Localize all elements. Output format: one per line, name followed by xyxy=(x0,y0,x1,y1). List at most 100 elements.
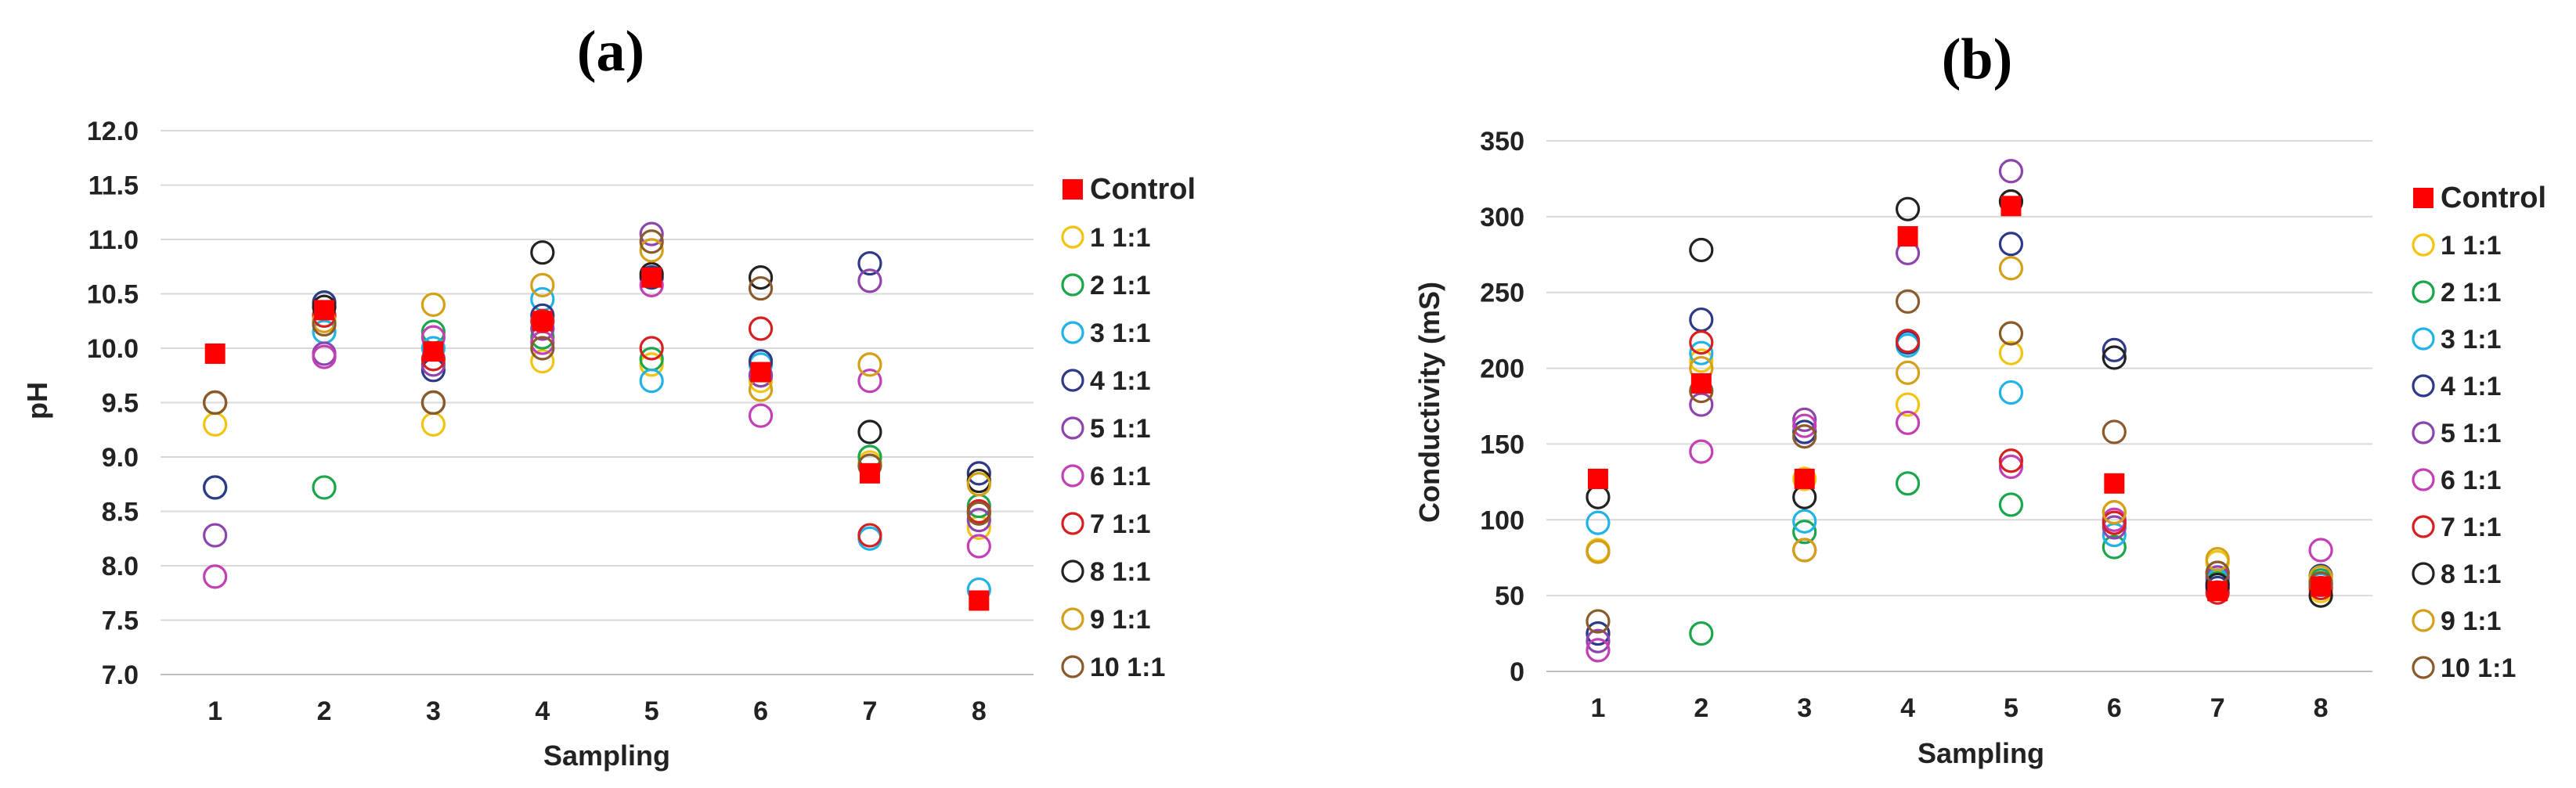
data-point xyxy=(1586,621,1611,646)
y-tick-label: 150 xyxy=(1480,430,1524,459)
legend-marker xyxy=(2412,280,2435,304)
legend-label: 5 1:1 xyxy=(1090,414,1151,444)
data-point xyxy=(2102,337,2127,362)
data-point xyxy=(1587,468,1608,489)
data-point xyxy=(314,300,335,321)
data-point xyxy=(203,412,228,437)
data-point xyxy=(1792,520,1817,545)
x-tick-label: 3 xyxy=(426,696,441,726)
data-point xyxy=(1998,448,2024,473)
legend-entry: Control xyxy=(2413,182,2546,214)
data-point xyxy=(204,343,225,364)
data-point xyxy=(639,336,664,361)
panel-a-label: (a) xyxy=(577,20,644,84)
data-point xyxy=(1897,226,1918,247)
data-point xyxy=(1998,340,2024,365)
y-tick-label: 9.5 xyxy=(102,389,139,419)
data-point xyxy=(1586,628,1611,653)
legend-entry: 3 1:1 xyxy=(2412,325,2502,354)
legend-label: 2 1:1 xyxy=(2441,278,2502,308)
legend-label: 7 1:1 xyxy=(1090,509,1151,539)
legend-label: 3 1:1 xyxy=(1090,318,1151,348)
legend-entry: 10 1:1 xyxy=(2412,653,2516,683)
data-point xyxy=(1998,159,2024,184)
legend-marker xyxy=(1061,607,1084,631)
data-point xyxy=(966,508,991,533)
panel-b-y-axis-label: Conductivity (mS) xyxy=(1413,282,1445,523)
data-point xyxy=(2207,581,2228,602)
data-point xyxy=(1689,392,1714,417)
data-point xyxy=(203,523,228,548)
legend-marker xyxy=(1061,416,1084,440)
panel-a-x-axis-label: Sampling xyxy=(543,739,670,772)
data-point xyxy=(530,349,555,374)
data-point xyxy=(312,344,337,369)
y-tick-label: 0 xyxy=(1510,657,1524,687)
panel-a-gridlines xyxy=(161,130,1034,675)
data-point xyxy=(2102,499,2127,525)
legend-entry: 4 1:1 xyxy=(1061,366,1151,396)
data-point xyxy=(748,275,774,301)
data-point xyxy=(312,475,337,500)
y-tick-label: 200 xyxy=(1480,354,1524,384)
data-point xyxy=(530,308,555,333)
data-point xyxy=(1792,538,1817,563)
data-point xyxy=(639,229,664,254)
panel-a-y-axis-label: pH xyxy=(21,382,53,419)
data-point xyxy=(857,369,882,394)
data-point xyxy=(1895,471,1921,496)
data-point xyxy=(859,462,880,484)
legend-marker xyxy=(1061,273,1084,297)
x-tick-label: 4 xyxy=(535,696,550,726)
data-point xyxy=(641,267,662,288)
x-tick-label: 1 xyxy=(207,696,222,726)
legend-label: 9 1:1 xyxy=(1090,605,1151,635)
data-point xyxy=(1792,413,1817,438)
legend-entry: Control xyxy=(1063,173,1196,206)
x-tick-label: 3 xyxy=(1797,693,1812,723)
panel-b-x-tick-labels: 1 2 3 4 5 6 7 8 xyxy=(1590,693,2328,723)
data-point xyxy=(2102,345,2127,370)
x-tick-label: 4 xyxy=(1900,693,1915,723)
legend-entry: 6 1:1 xyxy=(1061,462,1151,491)
data-point xyxy=(530,272,555,297)
legend-label: Control xyxy=(1090,173,1196,206)
legend-label: 6 1:1 xyxy=(1090,462,1151,491)
data-point xyxy=(2001,196,2022,217)
panel-a-data-points xyxy=(203,221,991,611)
y-tick-label: 10.5 xyxy=(87,280,139,310)
y-tick-label: 50 xyxy=(1495,581,1524,611)
data-point xyxy=(857,352,882,377)
y-tick-label: 8.0 xyxy=(102,552,139,581)
data-point xyxy=(1689,340,1714,365)
legend-label: 5 1:1 xyxy=(2441,419,2502,448)
data-point xyxy=(857,268,882,293)
panel-a-legend: Control 1 1:1 2 1:1 3 1:1 4 1:1 5 1:1 6 1:1 7 1… xyxy=(1061,173,1196,682)
legend-entry: 2 1:1 xyxy=(2412,278,2502,308)
data-point xyxy=(1792,509,1817,534)
data-point xyxy=(2308,538,2333,563)
legend-marker xyxy=(2412,562,2435,585)
data-point xyxy=(748,265,774,290)
data-point xyxy=(1689,237,1714,263)
legend-label: 6 1:1 xyxy=(2441,466,2502,495)
y-tick-label: 7.0 xyxy=(102,660,139,690)
data-point xyxy=(857,419,882,444)
data-point xyxy=(1689,621,1714,646)
data-point xyxy=(857,523,882,548)
legend-entry: 5 1:1 xyxy=(2412,419,2502,448)
legend-entry: 1 1:1 xyxy=(2412,231,2502,261)
panel-b-x-axis-label: Sampling xyxy=(1918,737,2044,769)
data-point xyxy=(1586,484,1611,509)
legend-label: 4 1:1 xyxy=(1090,366,1151,396)
panel-b-conductivity-chart: (b) 0 50 100 150 200 250 300 350 1 2 3 4 5 6 7 8 Condu… xyxy=(1413,27,2546,769)
x-tick-label: 6 xyxy=(2107,693,2122,723)
data-point xyxy=(639,221,664,246)
y-tick-label: 100 xyxy=(1480,506,1524,535)
legend-marker xyxy=(1063,179,1083,200)
data-point xyxy=(530,336,555,361)
y-tick-label: 250 xyxy=(1480,279,1524,308)
legend-marker xyxy=(1061,560,1084,583)
data-point xyxy=(1998,256,2024,281)
panel-b-y-tick-labels: 0 50 100 150 200 250 300 350 xyxy=(1480,127,1524,687)
